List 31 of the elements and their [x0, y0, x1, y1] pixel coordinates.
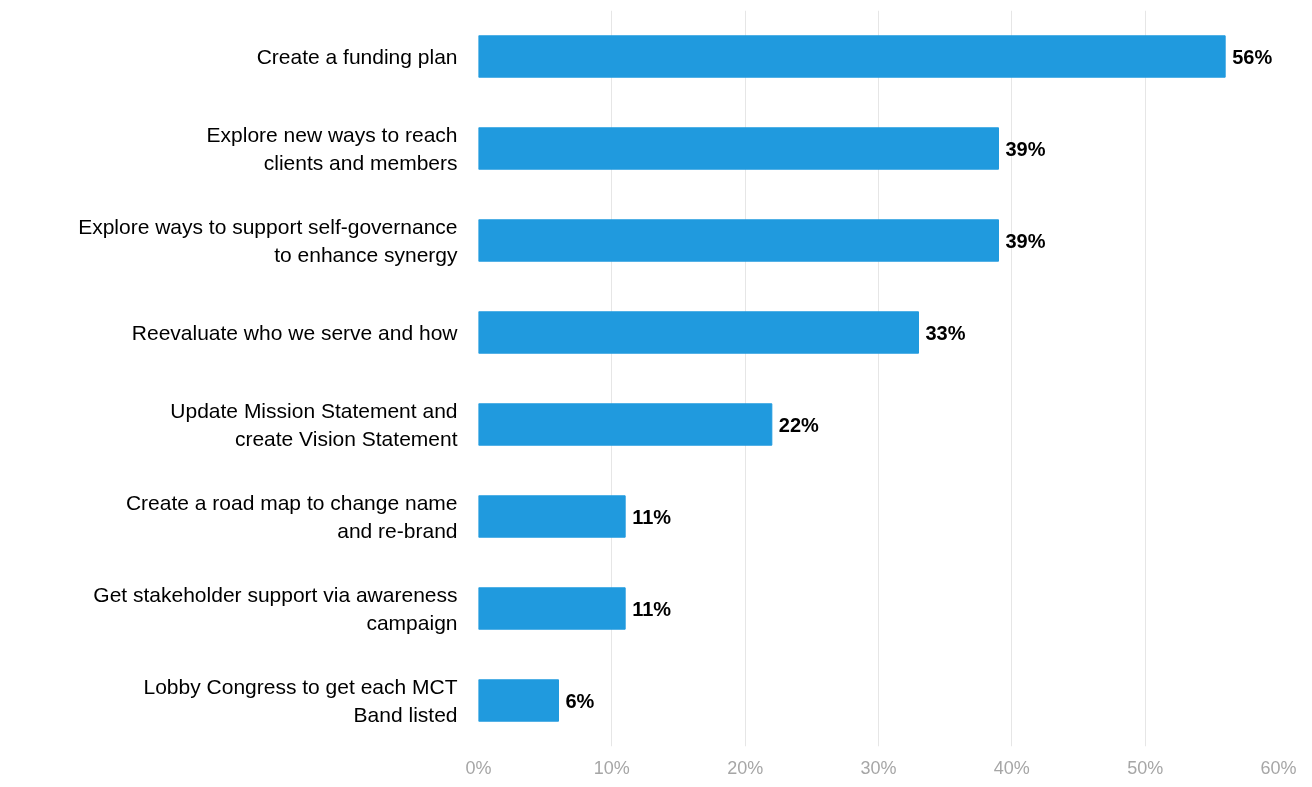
x-tick-label: 20% [727, 757, 764, 778]
data-label: 11% [632, 597, 672, 620]
bar [478, 219, 999, 262]
y-tick-label: Create a funding plan [256, 45, 458, 68]
y-tick-label: Create a road map to change name and re-brand [125, 491, 458, 542]
x-tick-label: 50% [1127, 757, 1164, 778]
y-tick-label: Explore ways to support self-governance to enhance synergy [78, 215, 458, 266]
bar [478, 495, 626, 538]
x-tick-label: 60% [1260, 757, 1297, 778]
bar [478, 311, 919, 354]
y-tick-label: Get stakeholder support via awareness campaign [93, 583, 458, 634]
x-tick-label: 0% [465, 757, 492, 778]
data-label: 22% [778, 413, 820, 436]
data-label: 11% [632, 505, 672, 528]
data-label: 6% [565, 689, 595, 712]
bar [478, 403, 773, 446]
data-label: 39% [1005, 137, 1046, 160]
bar [478, 679, 559, 722]
bar [478, 35, 1226, 78]
x-tick-label: 30% [860, 757, 897, 778]
y-tick-label: Reevaluate who we serve and how [131, 321, 459, 344]
y-tick-label: Explore new ways to reach clients and members [206, 123, 458, 174]
data-label: 39% [1005, 229, 1046, 252]
bar [478, 587, 626, 630]
data-label: 56% [1232, 45, 1273, 68]
y-tick-label: Update Mission Statement and create Vision Statement [170, 399, 458, 450]
bar [478, 127, 999, 170]
x-tick-label: 40% [993, 757, 1030, 778]
data-label: 33% [925, 321, 966, 344]
y-tick-label: Lobby Congress to get each MCT Band listed [143, 675, 458, 726]
x-tick-label: 10% [593, 757, 630, 778]
